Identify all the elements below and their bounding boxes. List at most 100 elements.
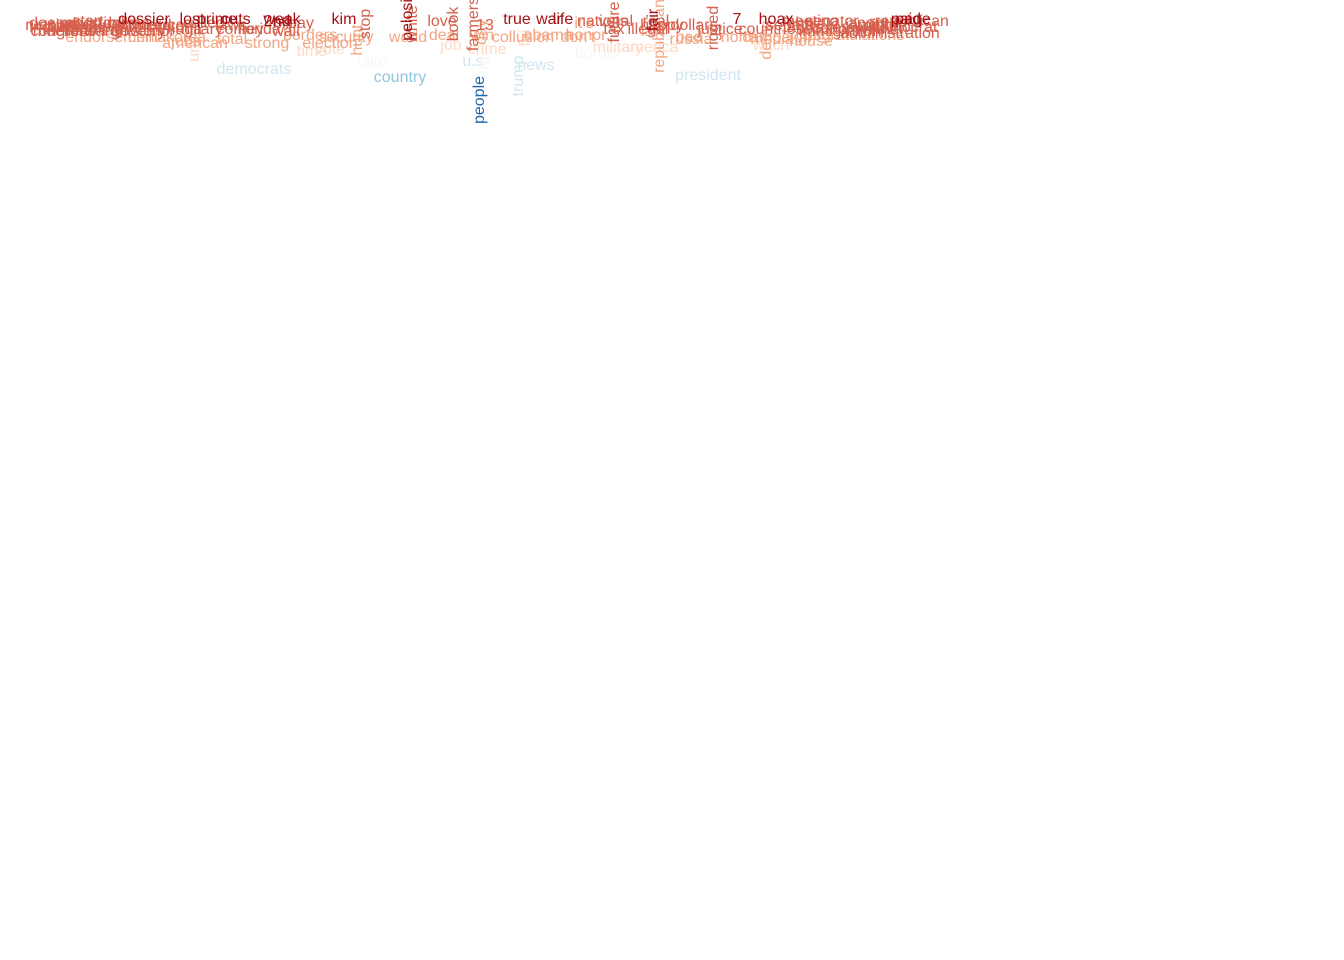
word-crime: crime [467, 41, 507, 58]
word-dollars: dollars [670, 17, 718, 34]
word-weak: weak [263, 11, 301, 28]
word-election: election [302, 35, 358, 52]
word-future: future [606, 1, 623, 43]
word-military: military [592, 39, 644, 56]
word-country: country [373, 69, 427, 86]
word-pay: pay [288, 15, 314, 32]
word-bad: bad [675, 29, 703, 46]
word-cuts: cuts [221, 11, 251, 28]
word-13: 13 [476, 17, 494, 34]
word-report: report [60, 15, 102, 32]
word-russia: russia [669, 31, 713, 48]
word-2nd: 2nd [263, 13, 291, 30]
word-president: president [675, 67, 741, 84]
word-maga: maga [161, 21, 203, 38]
word-loves: loves [44, 19, 82, 36]
word-security: security [318, 29, 374, 46]
word-fair: fair [645, 8, 662, 32]
word-democrats: democrats [216, 61, 292, 78]
word-justice: justice [697, 21, 743, 38]
word-illegal: illegal [627, 21, 669, 38]
word-democrat: democrat [870, 19, 938, 36]
word-women: women [856, 21, 908, 38]
word-7: 7 [732, 11, 742, 28]
word-mueller: mueller [32, 23, 86, 40]
word-it-s: it’s [574, 15, 594, 32]
word-mexico: mexico [133, 17, 185, 34]
word-countries: countries [738, 21, 804, 38]
word-start: start [72, 13, 104, 30]
word-john: john [782, 15, 814, 32]
word-billion: billion [108, 15, 150, 32]
word-vote: vote [314, 41, 346, 58]
word-honor: honor [565, 27, 607, 44]
word-rigged: rigged [705, 5, 722, 51]
word-don-t: don’t [560, 29, 596, 46]
word-including: including [29, 19, 93, 36]
word-time: time [296, 43, 328, 60]
word-total: total [216, 31, 248, 48]
word-china: china [127, 29, 167, 46]
word-lost: lost [179, 11, 205, 28]
word-war: war [536, 11, 562, 28]
word-kim: kim [331, 11, 357, 28]
word-night: night [862, 17, 898, 34]
word-america: america [621, 39, 679, 56]
word-story: story [90, 15, 126, 32]
word-people: people [471, 75, 488, 125]
word-stop: stop [357, 8, 374, 40]
word-house: house [789, 33, 833, 50]
word-vets: vets [598, 13, 628, 30]
word-tax: tax [603, 21, 625, 38]
word-dossier: dossier [118, 11, 170, 28]
word-hillary: hillary [181, 21, 223, 38]
word-witch: witch [752, 37, 790, 54]
word-world: world [388, 29, 428, 46]
word-media: media [750, 31, 794, 48]
word-immigration: immigration [798, 23, 882, 40]
word-border: border [574, 45, 622, 62]
word-collusion: collusion [491, 29, 555, 46]
word-news: news [517, 57, 555, 74]
word-taxes: taxes [810, 19, 850, 36]
word-economy: economy [803, 21, 869, 38]
word-borders: borders [282, 27, 338, 44]
word-comey: comey [216, 21, 264, 38]
word-win: win [469, 27, 495, 44]
word-republican: republican [875, 13, 949, 30]
word-law: law [640, 23, 666, 40]
word-prime: prime [196, 11, 238, 28]
word-meeting: meeting [781, 13, 839, 30]
word-congratulations: congratulations [795, 27, 905, 44]
word-russian: russian [25, 17, 77, 34]
word-didn-t: didn’t [863, 17, 903, 34]
word-tariffs: tariffs [782, 19, 822, 36]
word-times: times [98, 15, 138, 32]
word-fake: fake [356, 53, 388, 70]
word-trump: trump [510, 55, 527, 97]
word-korea: korea [165, 29, 207, 46]
word-coming: coming [71, 21, 123, 38]
word-support: support [85, 19, 139, 36]
word-angry: angry [847, 15, 889, 32]
word-administration: administration [840, 25, 940, 42]
word-hoax: hoax [758, 11, 794, 28]
word-job: job [440, 37, 462, 54]
word-north: north [720, 29, 758, 46]
word-american: american [162, 35, 228, 52]
word-love: love [427, 13, 457, 30]
word-page: page [895, 11, 931, 28]
word-governor: governor [111, 23, 175, 40]
word-hard: hard [798, 27, 832, 44]
word-doesn-t: doesn’t [29, 15, 81, 32]
word-senator: senator [805, 13, 859, 30]
word-obama: obama [523, 27, 573, 44]
word-strong: strong [244, 35, 290, 52]
word-wall: wall [272, 23, 300, 40]
word-jobs: jobs [171, 33, 201, 50]
word-life: life [552, 11, 574, 28]
word-totally: totally [59, 17, 101, 34]
word-james: james [845, 17, 889, 34]
word-court: court [39, 17, 75, 34]
word-bill: bill [273, 15, 293, 32]
